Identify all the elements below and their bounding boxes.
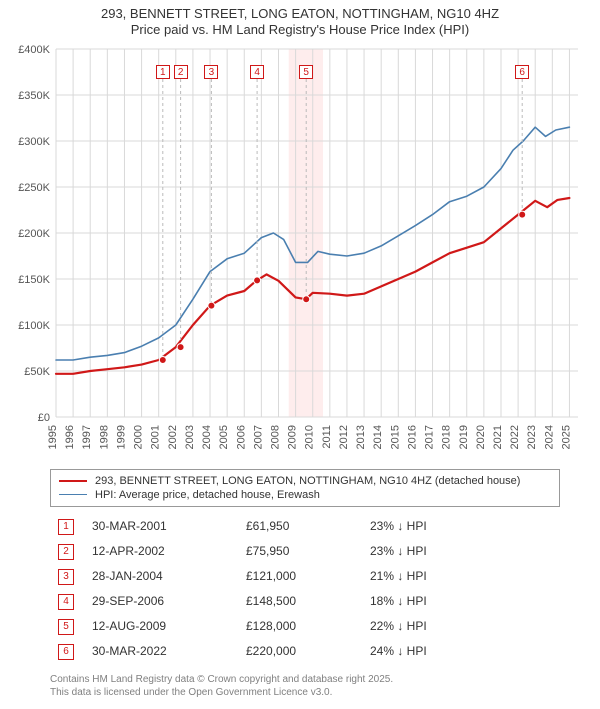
svg-text:£100K: £100K bbox=[18, 320, 50, 332]
sale-date: 12-AUG-2009 bbox=[86, 615, 238, 638]
svg-text:2003: 2003 bbox=[184, 425, 196, 449]
sale-price: £61,950 bbox=[240, 515, 362, 538]
legend-swatch bbox=[59, 480, 87, 482]
sale-price: £128,000 bbox=[240, 615, 362, 638]
svg-text:1999: 1999 bbox=[115, 425, 127, 449]
sale-vs-hpi: 18% ↓ HPI bbox=[364, 590, 558, 613]
sale-marker-label: 5 bbox=[299, 65, 313, 79]
sale-date: 30-MAR-2022 bbox=[86, 640, 238, 663]
svg-text:2019: 2019 bbox=[458, 425, 470, 449]
sale-date: 28-JAN-2004 bbox=[86, 565, 238, 588]
sale-index-box: 5 bbox=[58, 619, 74, 635]
table-row: 3 28-JAN-2004£121,00021% ↓ HPI bbox=[52, 565, 558, 588]
sale-vs-hpi: 23% ↓ HPI bbox=[364, 540, 558, 563]
footer-line2: This data is licensed under the Open Gov… bbox=[50, 686, 590, 699]
svg-text:£50K: £50K bbox=[24, 366, 50, 378]
sale-vs-hpi: 23% ↓ HPI bbox=[364, 515, 558, 538]
svg-text:1995: 1995 bbox=[47, 425, 59, 449]
svg-text:2006: 2006 bbox=[235, 425, 247, 449]
svg-text:2021: 2021 bbox=[492, 425, 504, 449]
sale-marker-dot bbox=[159, 356, 166, 363]
sale-marker-label: 2 bbox=[174, 65, 188, 79]
svg-text:2022: 2022 bbox=[509, 425, 521, 449]
svg-text:£200K: £200K bbox=[18, 228, 50, 240]
svg-text:2009: 2009 bbox=[287, 425, 299, 449]
sale-price: £121,000 bbox=[240, 565, 362, 588]
svg-text:1996: 1996 bbox=[64, 425, 76, 449]
sale-date: 12-APR-2002 bbox=[86, 540, 238, 563]
svg-text:2018: 2018 bbox=[441, 425, 453, 449]
svg-text:2012: 2012 bbox=[338, 425, 350, 449]
svg-text:2020: 2020 bbox=[475, 425, 487, 449]
sale-index-box: 3 bbox=[58, 569, 74, 585]
svg-text:2008: 2008 bbox=[269, 425, 281, 449]
sale-marker-label: 4 bbox=[250, 65, 264, 79]
sale-price: £148,500 bbox=[240, 590, 362, 613]
sale-date: 30-MAR-2001 bbox=[86, 515, 238, 538]
table-row: 6 30-MAR-2022£220,00024% ↓ HPI bbox=[52, 640, 558, 663]
sale-vs-hpi: 21% ↓ HPI bbox=[364, 565, 558, 588]
svg-text:2000: 2000 bbox=[133, 425, 145, 449]
svg-text:1997: 1997 bbox=[81, 425, 93, 449]
sale-marker-dot bbox=[208, 302, 215, 309]
svg-text:2001: 2001 bbox=[150, 425, 162, 449]
svg-text:2015: 2015 bbox=[389, 425, 401, 449]
sale-marker-label: 1 bbox=[156, 65, 170, 79]
svg-text:2002: 2002 bbox=[167, 425, 179, 449]
legend-label: HPI: Average price, detached house, Erew… bbox=[95, 489, 320, 501]
attribution-footer: Contains HM Land Registry data © Crown c… bbox=[50, 673, 590, 699]
svg-text:£0: £0 bbox=[38, 412, 50, 424]
title-line1: 293, BENNETT STREET, LONG EATON, NOTTING… bbox=[101, 6, 499, 21]
sales-table: 1 30-MAR-2001£61,95023% ↓ HPI 2 12-APR-2002… bbox=[50, 513, 560, 665]
legend-item: HPI: Average price, detached house, Erew… bbox=[59, 488, 551, 502]
legend-label: 293, BENNETT STREET, LONG EATON, NOTTING… bbox=[95, 475, 520, 487]
svg-text:£300K: £300K bbox=[18, 136, 50, 148]
legend-swatch bbox=[59, 494, 87, 495]
svg-text:£250K: £250K bbox=[18, 182, 50, 194]
svg-text:2017: 2017 bbox=[424, 425, 436, 449]
title-line2: Price paid vs. HM Land Registry's House … bbox=[10, 22, 590, 38]
sale-index-box: 2 bbox=[58, 544, 74, 560]
sale-index-box: 1 bbox=[58, 519, 74, 535]
svg-text:2024: 2024 bbox=[543, 425, 555, 449]
chart-svg: £0 £50K £100K £150K £200K £250K £300K £350K £400… bbox=[10, 43, 590, 463]
svg-text:£350K: £350K bbox=[18, 90, 50, 102]
legend: 293, BENNETT STREET, LONG EATON, NOTTING… bbox=[50, 469, 560, 507]
sale-date: 29-SEP-2006 bbox=[86, 590, 238, 613]
table-row: 2 12-APR-2002£75,95023% ↓ HPI bbox=[52, 540, 558, 563]
footer-line1: Contains HM Land Registry data © Crown c… bbox=[50, 673, 590, 686]
svg-text:£150K: £150K bbox=[18, 274, 50, 286]
sale-marker-dot bbox=[254, 276, 261, 283]
table-row: 1 30-MAR-2001£61,95023% ↓ HPI bbox=[52, 515, 558, 538]
sale-marker-dot bbox=[177, 343, 184, 350]
table-row: 4 29-SEP-2006£148,50018% ↓ HPI bbox=[52, 590, 558, 613]
svg-text:2004: 2004 bbox=[201, 425, 213, 449]
sale-vs-hpi: 22% ↓ HPI bbox=[364, 615, 558, 638]
sale-marker-dot bbox=[303, 295, 310, 302]
svg-text:2013: 2013 bbox=[355, 425, 367, 449]
table-row: 5 12-AUG-2009£128,00022% ↓ HPI bbox=[52, 615, 558, 638]
figure: 293, BENNETT STREET, LONG EATON, NOTTING… bbox=[0, 0, 600, 709]
svg-text:2016: 2016 bbox=[406, 425, 418, 449]
svg-text:2005: 2005 bbox=[218, 425, 230, 449]
chart-area: £0 £50K £100K £150K £200K £250K £300K £350K £400… bbox=[10, 43, 590, 463]
sale-marker-label: 3 bbox=[204, 65, 218, 79]
svg-text:2007: 2007 bbox=[252, 425, 264, 449]
sale-marker-dot bbox=[519, 211, 526, 218]
svg-text:2025: 2025 bbox=[560, 425, 572, 449]
svg-text:2014: 2014 bbox=[372, 425, 384, 449]
sale-price: £75,950 bbox=[240, 540, 362, 563]
sale-index-box: 4 bbox=[58, 594, 74, 610]
svg-text:£400K: £400K bbox=[18, 44, 50, 56]
sale-index-box: 6 bbox=[58, 644, 74, 660]
sale-marker-label: 6 bbox=[515, 65, 529, 79]
svg-text:1998: 1998 bbox=[98, 425, 110, 449]
svg-text:2010: 2010 bbox=[304, 425, 316, 449]
svg-text:2023: 2023 bbox=[526, 425, 538, 449]
chart-title: 293, BENNETT STREET, LONG EATON, NOTTING… bbox=[10, 6, 590, 39]
legend-item: 293, BENNETT STREET, LONG EATON, NOTTING… bbox=[59, 474, 551, 488]
svg-text:2011: 2011 bbox=[321, 425, 333, 449]
sale-vs-hpi: 24% ↓ HPI bbox=[364, 640, 558, 663]
sale-price: £220,000 bbox=[240, 640, 362, 663]
